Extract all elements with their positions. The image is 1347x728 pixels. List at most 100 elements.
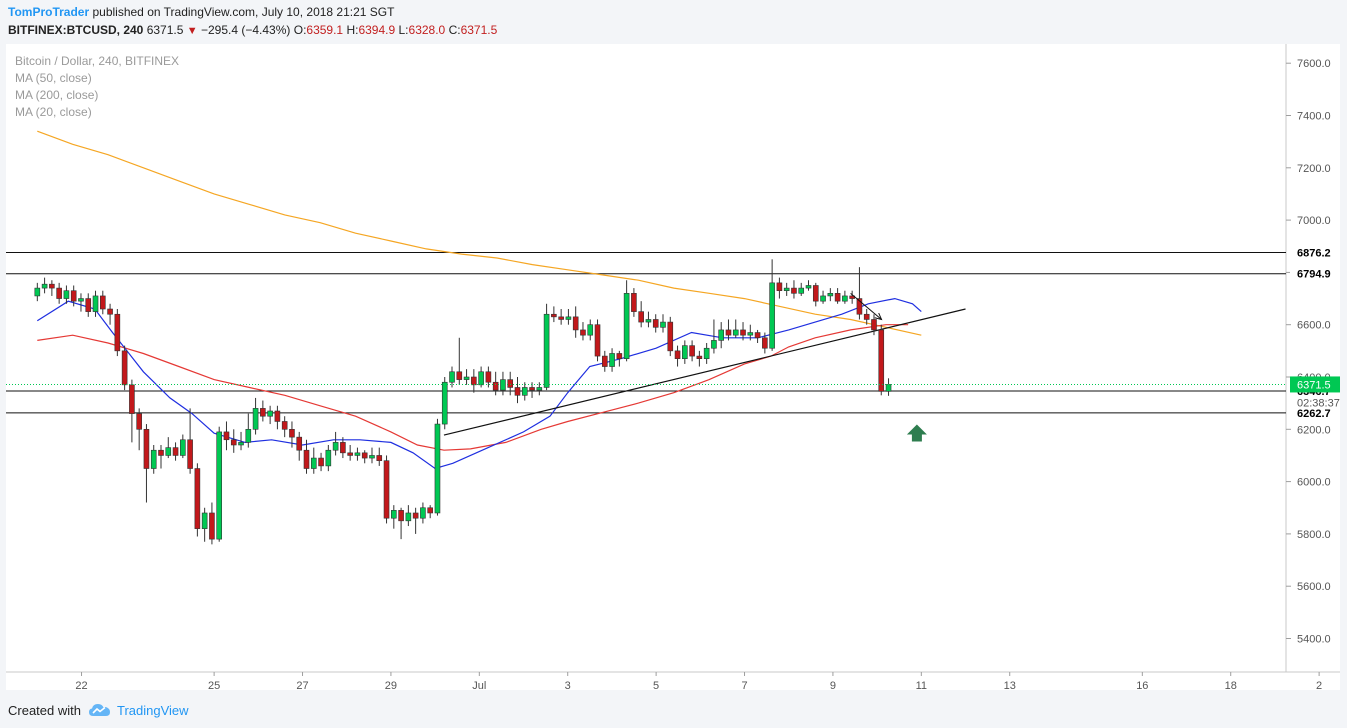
candle (769, 259, 775, 351)
candle (689, 340, 695, 362)
candle (172, 442, 179, 461)
level-tag-bg (1290, 245, 1338, 260)
candle (871, 314, 877, 336)
candle (565, 309, 572, 325)
candle (252, 397, 259, 435)
candle-body (187, 439, 193, 469)
candle-body (107, 308, 113, 315)
candle-body (674, 350, 681, 359)
candle (667, 316, 674, 357)
candle-body (878, 329, 885, 392)
tradingview-cloud-icon[interactable] (88, 702, 112, 718)
author-link[interactable]: TomProTrader (8, 5, 90, 19)
x-tick-label: 13 (1004, 680, 1016, 690)
candle-body (434, 423, 441, 514)
chart-area[interactable]: 5400.05600.05800.06000.06200.06400.06600… (6, 44, 1340, 690)
x-tick-label: 5 (653, 680, 659, 690)
candle (783, 282, 790, 296)
candle (70, 285, 77, 307)
candle (92, 290, 99, 317)
symbol-line: BITFINEX:BTCUSD, 240 6371.5 ▼ −295.4 (−4… (8, 23, 497, 37)
candle (165, 437, 172, 459)
candle (601, 350, 608, 372)
candle-body (449, 371, 455, 383)
candle (99, 290, 106, 315)
candle-body (856, 298, 863, 315)
candle (616, 350, 623, 367)
candle (478, 366, 484, 388)
candle (412, 507, 419, 534)
candle (230, 429, 237, 453)
candle-body (56, 287, 62, 299)
candle-body (303, 449, 310, 469)
y-tick-label: 7400.0 (1297, 111, 1331, 123)
candle (878, 324, 885, 396)
candle (303, 439, 310, 474)
candle-body (172, 447, 179, 456)
candle (209, 502, 215, 545)
candle-body (558, 316, 564, 320)
candle (456, 337, 463, 385)
candle-body (696, 355, 703, 359)
candle (703, 343, 710, 364)
candle-body (769, 282, 775, 349)
candle-body (798, 287, 805, 294)
candle-body (310, 457, 317, 469)
high-value: 6394.9 (358, 23, 396, 37)
y-tick-label: 7200.0 (1297, 163, 1331, 175)
candle-body (740, 329, 746, 336)
candle-body (92, 295, 99, 312)
x-tick-label: 22 (75, 680, 87, 690)
candle (791, 280, 797, 299)
candle-body (420, 507, 426, 519)
candle-body (871, 319, 877, 331)
candle (674, 345, 681, 367)
candle (245, 413, 252, 448)
legend-ma200[interactable]: MA (200, close) (15, 88, 99, 102)
candle (660, 314, 666, 333)
candle-body (725, 329, 732, 336)
candle (158, 444, 164, 469)
candle-body (776, 282, 783, 292)
candle (754, 329, 761, 344)
top-bar: TomProTrader published on TradingView.co… (0, 0, 1347, 44)
y-tick-label: 6600.0 (1297, 320, 1331, 332)
candle (696, 350, 703, 367)
candle (441, 377, 448, 430)
legend-ma50[interactable]: MA (50, close) (15, 71, 92, 85)
candle (725, 319, 732, 341)
candle-body (267, 410, 273, 417)
x-tick-label: 7 (741, 680, 747, 690)
candle-body (361, 452, 368, 459)
candle (652, 314, 659, 333)
candle (223, 421, 230, 451)
candle (194, 463, 201, 537)
candle (49, 280, 55, 296)
tradingview-brand[interactable]: TradingView (117, 703, 189, 718)
candle (136, 408, 142, 451)
candle-body (660, 321, 666, 328)
candle-body (340, 442, 346, 454)
candle (551, 306, 557, 323)
candlestick-chart[interactable]: 5400.05600.05800.06000.06200.06400.06600… (6, 44, 1340, 690)
countdown-timer: 02:38:37 (1297, 397, 1340, 409)
candle-body (645, 319, 652, 323)
y-tick-label: 6200.0 (1297, 424, 1331, 436)
candle-body (289, 428, 295, 438)
candle (405, 505, 412, 527)
candle (834, 288, 841, 304)
candle-body (121, 350, 128, 386)
candle (471, 369, 477, 393)
legend-ma20[interactable]: MA (20, close) (15, 105, 92, 119)
publish-info: published on TradingView.com, July 10, 2… (92, 5, 395, 19)
high-label: H: (346, 23, 359, 37)
down-triangle-icon: ▼ (186, 25, 198, 37)
candle (580, 322, 586, 341)
candle-body (427, 507, 433, 514)
candle (732, 319, 739, 338)
low-label: L: (398, 23, 409, 37)
candle (325, 444, 332, 472)
candle-body (383, 460, 390, 519)
last-price-text: 6371.5 (146, 23, 184, 37)
candle (260, 400, 266, 422)
